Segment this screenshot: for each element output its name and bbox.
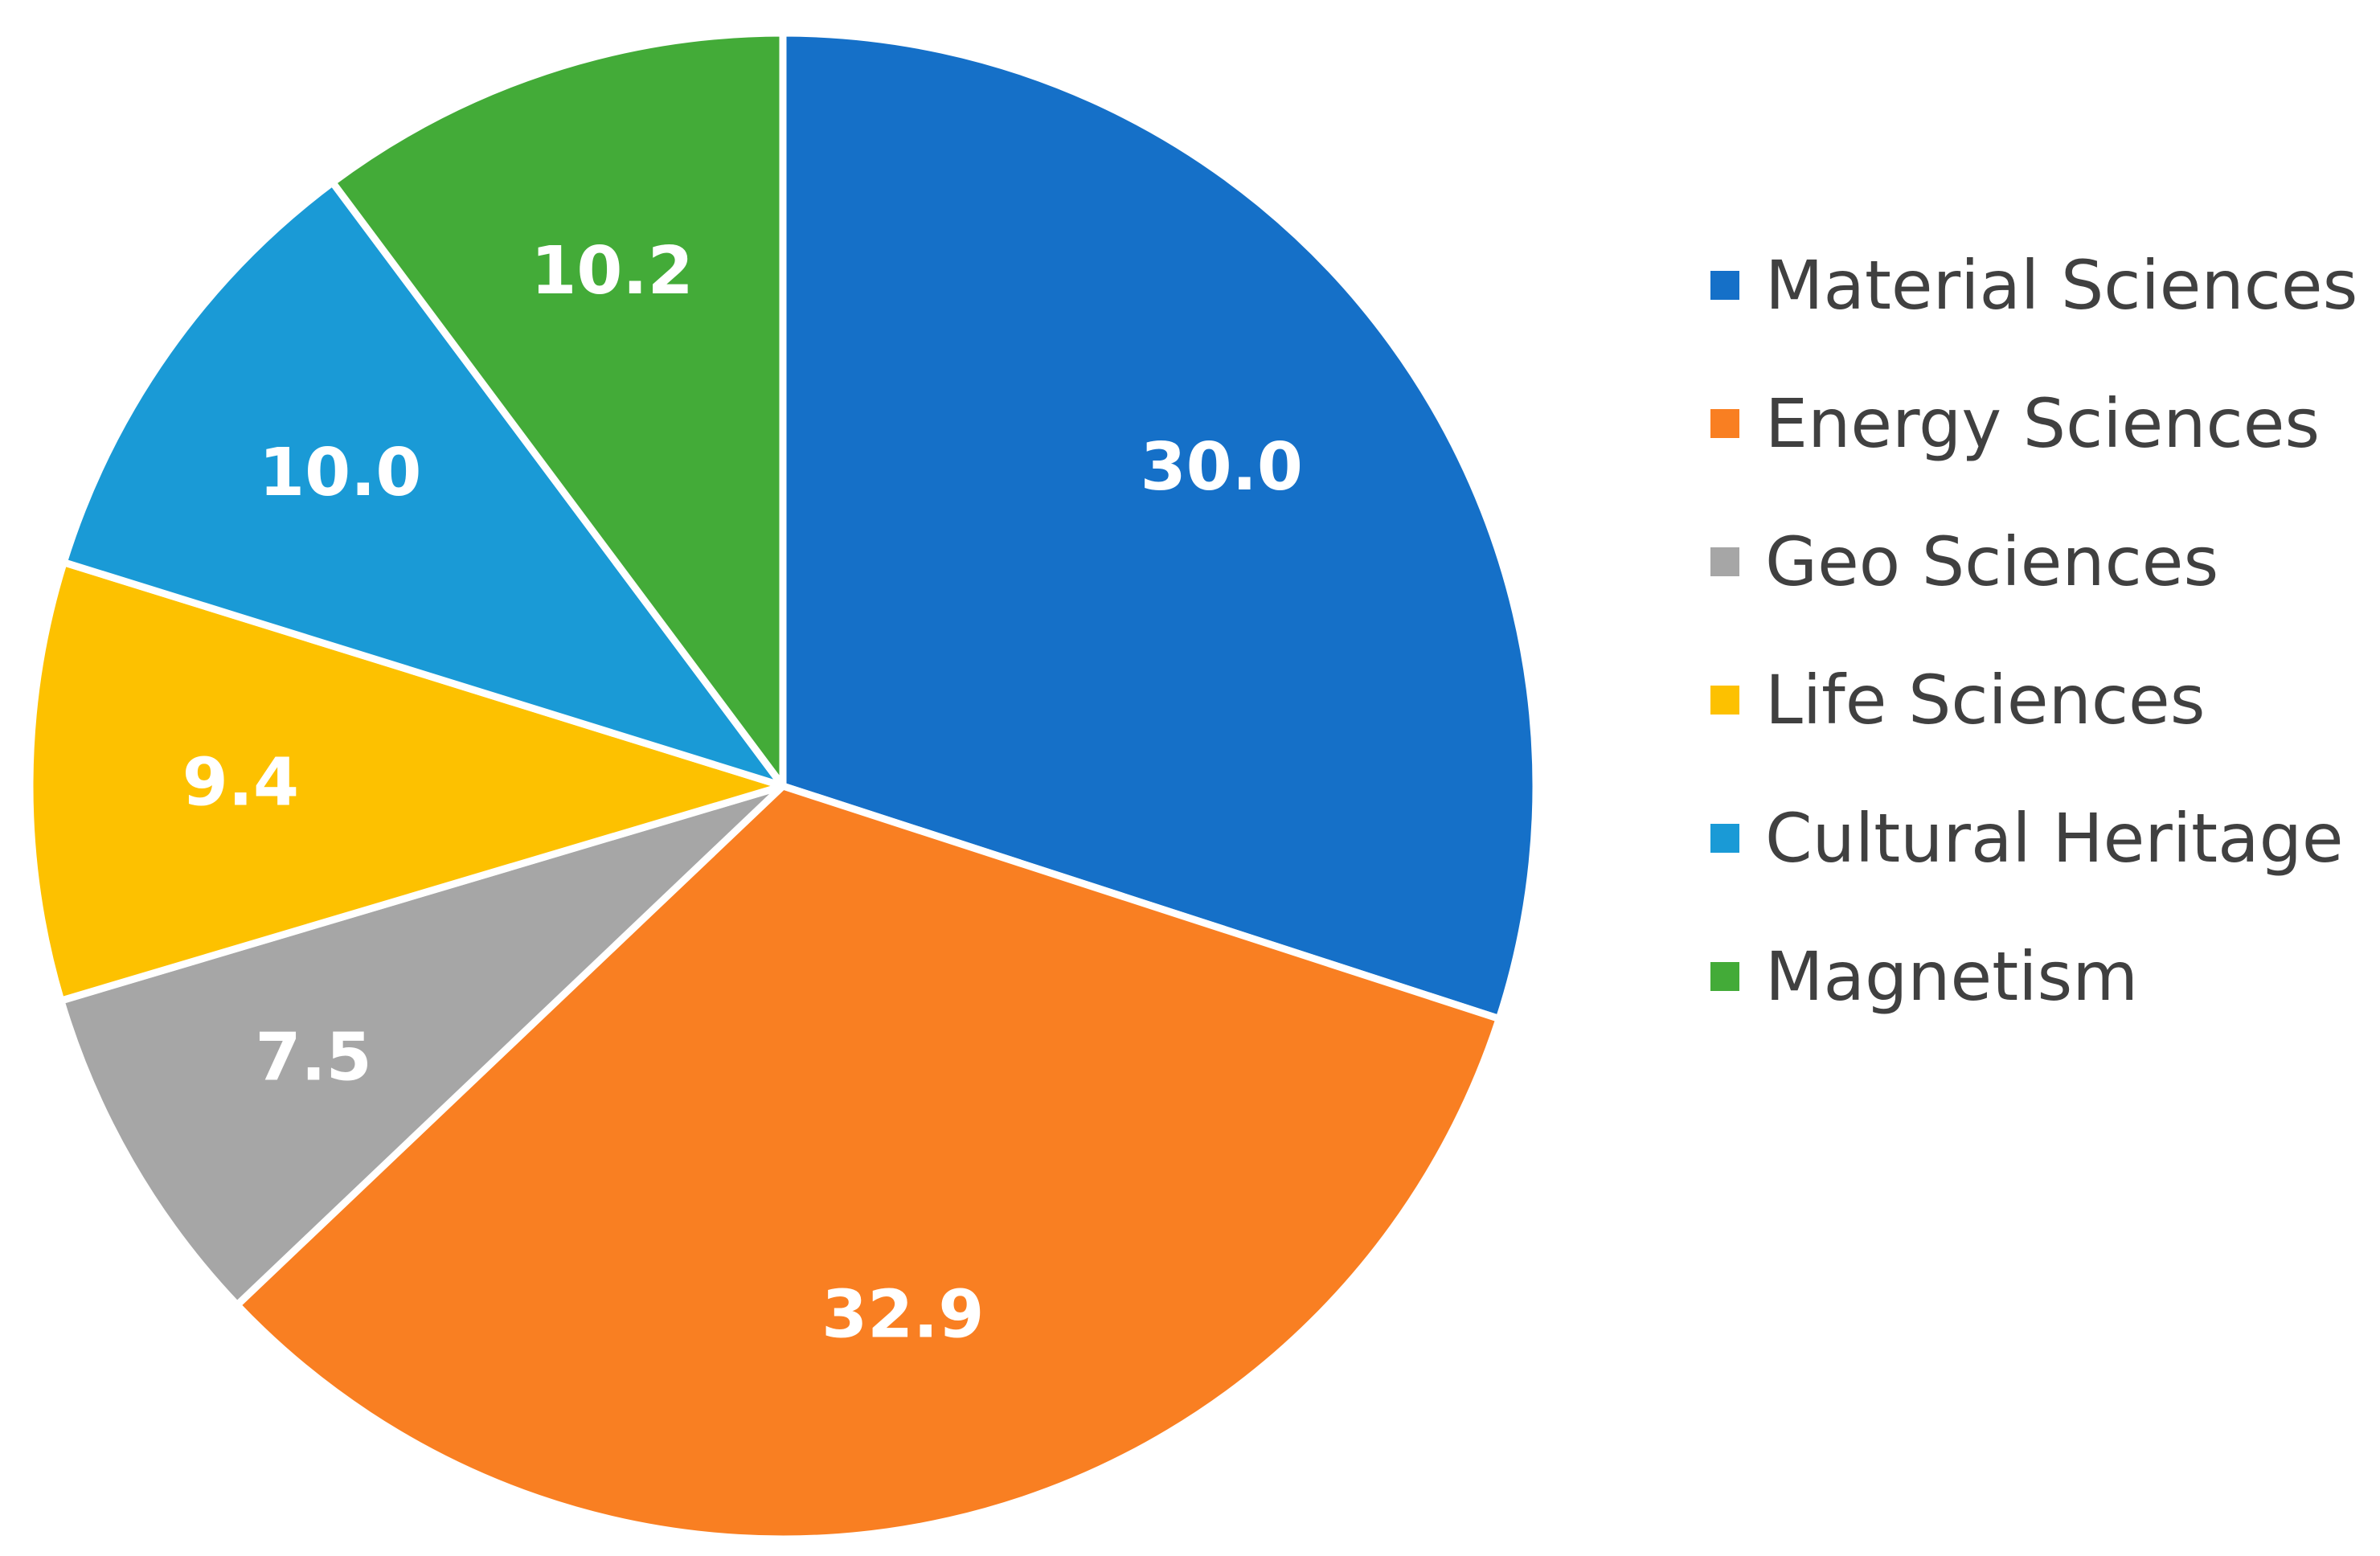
legend-label-energy-sciences: Energy Sciences — [1765, 384, 2320, 463]
data-label-magnetism: 10.2 — [530, 233, 693, 309]
data-label-cultural-heritage: 10.0 — [259, 435, 421, 511]
pie-slice-magnetism — [329, 29, 787, 790]
data-label-life-sciences: 9.4 — [182, 744, 299, 821]
pie-slices — [26, 29, 1540, 1543]
legend-label-cultural-heritage: Cultural Heritage — [1765, 799, 2344, 878]
legend-swatch-life-sciences — [1710, 686, 1739, 715]
legend-label-geo-sciences: Geo Sciences — [1765, 522, 2218, 601]
pie-data-labels: 30.0 32.9 7.5 9.4 10.0 10.2 — [182, 233, 1303, 1353]
legend-item-energy-sciences: Energy Sciences — [1710, 384, 2320, 463]
legend-swatch-cultural-heritage — [1710, 824, 1739, 853]
legend-item-material-sciences: Material Sciences — [1710, 246, 2357, 325]
legend-swatch-energy-sciences — [1710, 409, 1739, 438]
data-label-energy-sciences: 32.9 — [821, 1276, 984, 1353]
pie-slice-geo-sciences — [57, 782, 787, 1309]
data-label-geo-sciences: 7.5 — [255, 1019, 371, 1095]
legend: Material Sciences Energy Sciences Geo Scie… — [1710, 246, 2357, 1016]
legend-swatch-magnetism — [1710, 962, 1739, 991]
legend-item-magnetism: Magnetism — [1710, 937, 2138, 1016]
legend-item-life-sciences: Life Sciences — [1710, 661, 2205, 739]
legend-swatch-material-sciences — [1710, 271, 1739, 300]
data-label-material-sciences: 30.0 — [1141, 429, 1303, 506]
legend-swatch-geo-sciences — [1710, 547, 1739, 576]
legend-item-geo-sciences: Geo Sciences — [1710, 522, 2218, 601]
pie-slice-life-sciences — [26, 559, 787, 1005]
legend-label-magnetism: Magnetism — [1765, 937, 2138, 1016]
pie-slice-material-sciences — [779, 29, 1540, 1023]
legend-item-cultural-heritage: Cultural Heritage — [1710, 799, 2344, 878]
legend-label-life-sciences: Life Sciences — [1765, 661, 2205, 739]
pie-slice-cultural-heritage — [59, 178, 787, 790]
legend-label-material-sciences: Material Sciences — [1765, 246, 2357, 325]
pie-slice-energy-sciences — [233, 782, 1503, 1543]
